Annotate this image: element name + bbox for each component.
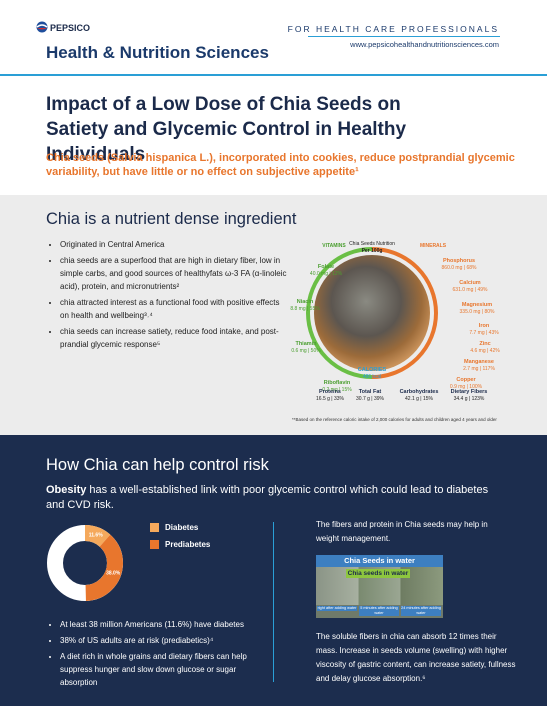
nutrient-name: Riboflavin [323,380,351,386]
nutrient-name: Total Fat [358,389,382,395]
legend-label: Diabetes [165,523,199,532]
nutrient-amount: 7.7 mg | 43% [469,330,499,336]
nutrient-name: Zinc [479,341,491,347]
nutrient-name: Magnesium [461,302,493,308]
nutrient: Phosphorus 860.0 mg | 68% [429,258,489,272]
nutrient-amount: 0.6 mg | 50% [291,348,321,354]
nutrient-amount: 30.7 g | 39% [356,396,384,402]
nutrient-name: Folate [317,264,335,270]
nutrient-amount: 8.8 mg | 55% [290,306,320,312]
donut-chart: 11.6% Diabetes 38.0% Prediabetes [47,523,211,601]
nutrient: Copper 0.9 mg | 100% [436,377,496,391]
calories-amount: 486 kcal [362,374,382,380]
logo-mark [36,21,48,33]
right-text: The soluble fibers in chia can absorb 12… [316,632,516,683]
rule [308,36,500,37]
donut-segment [85,525,111,547]
nutrient: Magnesium 335.0 mg | 80% [447,302,507,316]
bullet: chia seeds can increase satiety, reduce … [60,325,290,351]
nutrient: Total Fat 30.7 g | 39% [340,389,400,403]
nutrient: Calcium 631.0 mg | 49% [440,280,500,294]
column-divider [273,522,274,682]
bullet: Originated in Central America [60,238,290,251]
nutrition-ring [306,247,438,379]
brand: Health & Nutrition Sciences [46,43,269,62]
footnote: **Based on the reference caloric intake … [292,417,497,422]
divider [0,74,547,76]
nutrient: Thiamin 0.6 mg | 50% [276,341,336,355]
nutrient-name: Phosphorus [442,258,476,264]
nutrient: Zinc 4.6 mg | 42% [455,341,515,355]
nutrient: Carbohydrates 42.1 g | 15% [389,389,449,403]
nutrient-amount: 860.0 mg | 68% [441,265,477,271]
nutrient: Dietary Fibers 34.4 g | 123% [439,389,499,403]
nutrient: Proteins 16.5 g | 33% [300,389,360,403]
value-label: 11.6% [89,532,103,538]
nutrient-amount: 4.6 mg | 42% [470,348,500,354]
nutrient-amount: 16.5 g | 33% [316,396,344,402]
nutrient-name: Thiamin [295,341,317,347]
legend-swatch [150,540,159,549]
nutrient: Folate 40.0 mg | 12% [296,264,356,278]
calories: CALORIES 486 kcal [342,367,402,381]
nutrient-amount: 335.0 mg | 80% [459,309,495,315]
nutrient: Riboflavin 0.2 mg | 15% [307,380,367,394]
nutrient-name: Niacin [296,299,314,305]
figure-label: Chia seeds in water [346,569,410,578]
minerals-label: MINERALS [419,243,447,249]
nutrient: Iron 7.7 mg | 43% [454,323,514,337]
nutrient-amount: 631.0 mg | 49% [452,287,488,293]
nutrient-amount: 34.4 g | 123% [453,396,485,402]
bullet: chia attracted interest as a functional … [60,296,290,322]
figure-caption: right after adding water [317,606,357,611]
figure-caption: 5 minutes after adding water [359,606,399,616]
section-heading: Chia is a nutrient dense ingredient [46,210,297,228]
nutrient-amount: 40.0 mg | 12% [309,271,343,277]
calories-label: CALORIES [357,367,387,373]
section-heading: How Chia can help control risk [46,456,269,474]
value-label: 38.0% [106,571,121,577]
donut-segment [85,534,124,601]
nutrient-amount: 42.1 g | 15% [405,396,433,402]
bullet-list: At least 38 million Americans (11.6%) ha… [46,618,275,692]
nutrient-name: Carbohydrates [399,389,439,395]
nutrient-name: Iron [478,323,490,329]
bullet: A diet rich in whole grains and dietary … [60,650,275,689]
logo-text: PEPSICO [50,23,91,33]
nutrient: Manganese 2.7 mg | 117% [449,359,509,373]
audience: FOR HEALTH CARE PROFESSIONALS [287,24,499,34]
lead-text: has a well-established link with poor gl… [46,484,489,511]
subtitle: Chia seeds (Salvia hispanica L.), incorp… [46,152,515,178]
figure: Chia Seeds in water Chia seeds in water … [316,555,443,618]
lead-term: Obesity [46,484,87,496]
figure-caption: 24 minutes after adding water [401,606,441,616]
vitamins-label: VITAMINS [322,243,346,249]
nutrient-name: Copper [456,377,476,383]
bullet: chia seeds are a superfood that are high… [60,254,290,293]
bullet: 38% of US adults are at risk (prediabeti… [60,634,275,647]
nutrient-name: Dietary Fibers [450,389,488,395]
title: Impact of a Low Dose of Chia Seeds on Sa… [46,94,407,165]
nutrient-section [0,195,547,435]
nutrient-amount: 0.2 mg | 15% [322,387,352,393]
infographic-per: Per 100g [361,248,383,254]
nutrient-name: Manganese [464,359,494,365]
legend-swatch [150,523,159,532]
right-intro: The fibers and protein in Chia seeds may… [316,520,488,543]
figure-title: Chia Seeds in water [316,555,443,567]
legend-label: Prediabetes [165,540,211,549]
nutrient-amount: 0.9 mg | 100% [449,384,483,390]
nutrient: Niacin 8.8 mg | 55% [275,299,335,313]
lead: Obesity has a well-established link with… [46,483,496,513]
bullet-list: Originated in Central America chia seeds… [46,238,290,354]
nutrient-name: Calcium [459,280,481,286]
bullet: At least 38 million Americans (11.6%) ha… [60,618,275,631]
url[interactable]: www.pepsicohealthandnutritionsciences.co… [350,40,499,49]
infographic-title: Chia Seeds Nutrition [349,241,395,247]
nutrient-name: Proteins [318,389,341,395]
nutrient-amount: 2.7 mg | 117% [463,366,495,372]
